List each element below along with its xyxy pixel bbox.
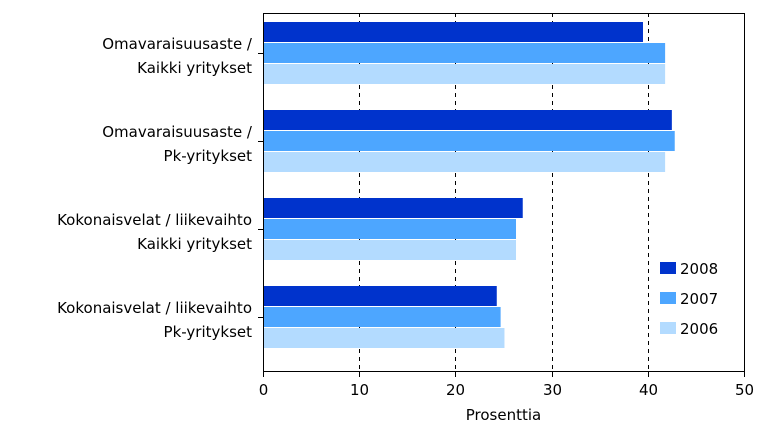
bar-2006-2 xyxy=(264,152,666,172)
category-label: Kokonaisvelat / liikevaihto Kaikki yrityk… xyxy=(57,211,252,253)
category-label-line: Kaikki yritykset xyxy=(137,59,252,77)
x-axis-ticks: 0 10 20 30 40 50 xyxy=(259,371,754,399)
legend-label-2008: 2008 xyxy=(680,260,718,278)
category-labels: Omavaraisuusaste / Kaikki yrityksetOmavar… xyxy=(57,35,263,341)
x-tick-label: 0 xyxy=(259,381,269,399)
category-label: Omavaraisuusaste / Kaikki yritykset xyxy=(102,35,253,77)
legend: 2008 2007 2006 xyxy=(660,260,718,338)
x-axis-title: Prosenttia xyxy=(466,406,541,424)
legend-label-2007: 2007 xyxy=(680,290,718,308)
bar-2007-3 xyxy=(264,219,517,239)
bar-2007-1 xyxy=(264,43,666,63)
legend-swatch-2006 xyxy=(660,322,676,334)
category-label: Kokonaisvelat / liikevaihto Pk-yritykset xyxy=(57,299,252,341)
bar-2007-4 xyxy=(264,307,501,327)
bar-2006-4 xyxy=(264,328,505,348)
category-label: Omavaraisuusaste / Pk-yritykset xyxy=(102,123,253,165)
category-label-line: Omavaraisuusaste / xyxy=(102,123,253,141)
category-label-line: Kaikki yritykset xyxy=(137,235,252,253)
legend-swatch-2007 xyxy=(660,292,676,304)
category-label-line: Pk-yritykset xyxy=(164,323,253,341)
bar-2008-4 xyxy=(264,286,497,306)
legend-label-2006: 2006 xyxy=(680,320,718,338)
bars xyxy=(264,22,675,348)
category-label-line: Kokonaisvelat / liikevaihto xyxy=(57,211,252,229)
plot-area-frame xyxy=(263,13,745,372)
legend-swatch-2008 xyxy=(660,262,676,274)
bar-2008-3 xyxy=(264,198,523,218)
bar-2008-2 xyxy=(264,110,672,130)
x-tick-label: 20 xyxy=(446,381,465,399)
bar-2008-1 xyxy=(264,22,643,42)
x-tick-label: 40 xyxy=(639,381,658,399)
x-tick-label: 10 xyxy=(350,381,369,399)
bar-2007-2 xyxy=(264,131,675,151)
x-tick-label: 30 xyxy=(543,381,562,399)
category-label-line: Omavaraisuusaste / xyxy=(102,35,253,53)
bar-2006-1 xyxy=(264,64,666,84)
category-label-line: Kokonaisvelat / liikevaihto xyxy=(57,299,252,317)
x-tick-label: 50 xyxy=(735,381,754,399)
bar-2006-3 xyxy=(264,240,517,260)
category-label-line: Pk-yritykset xyxy=(164,147,253,165)
